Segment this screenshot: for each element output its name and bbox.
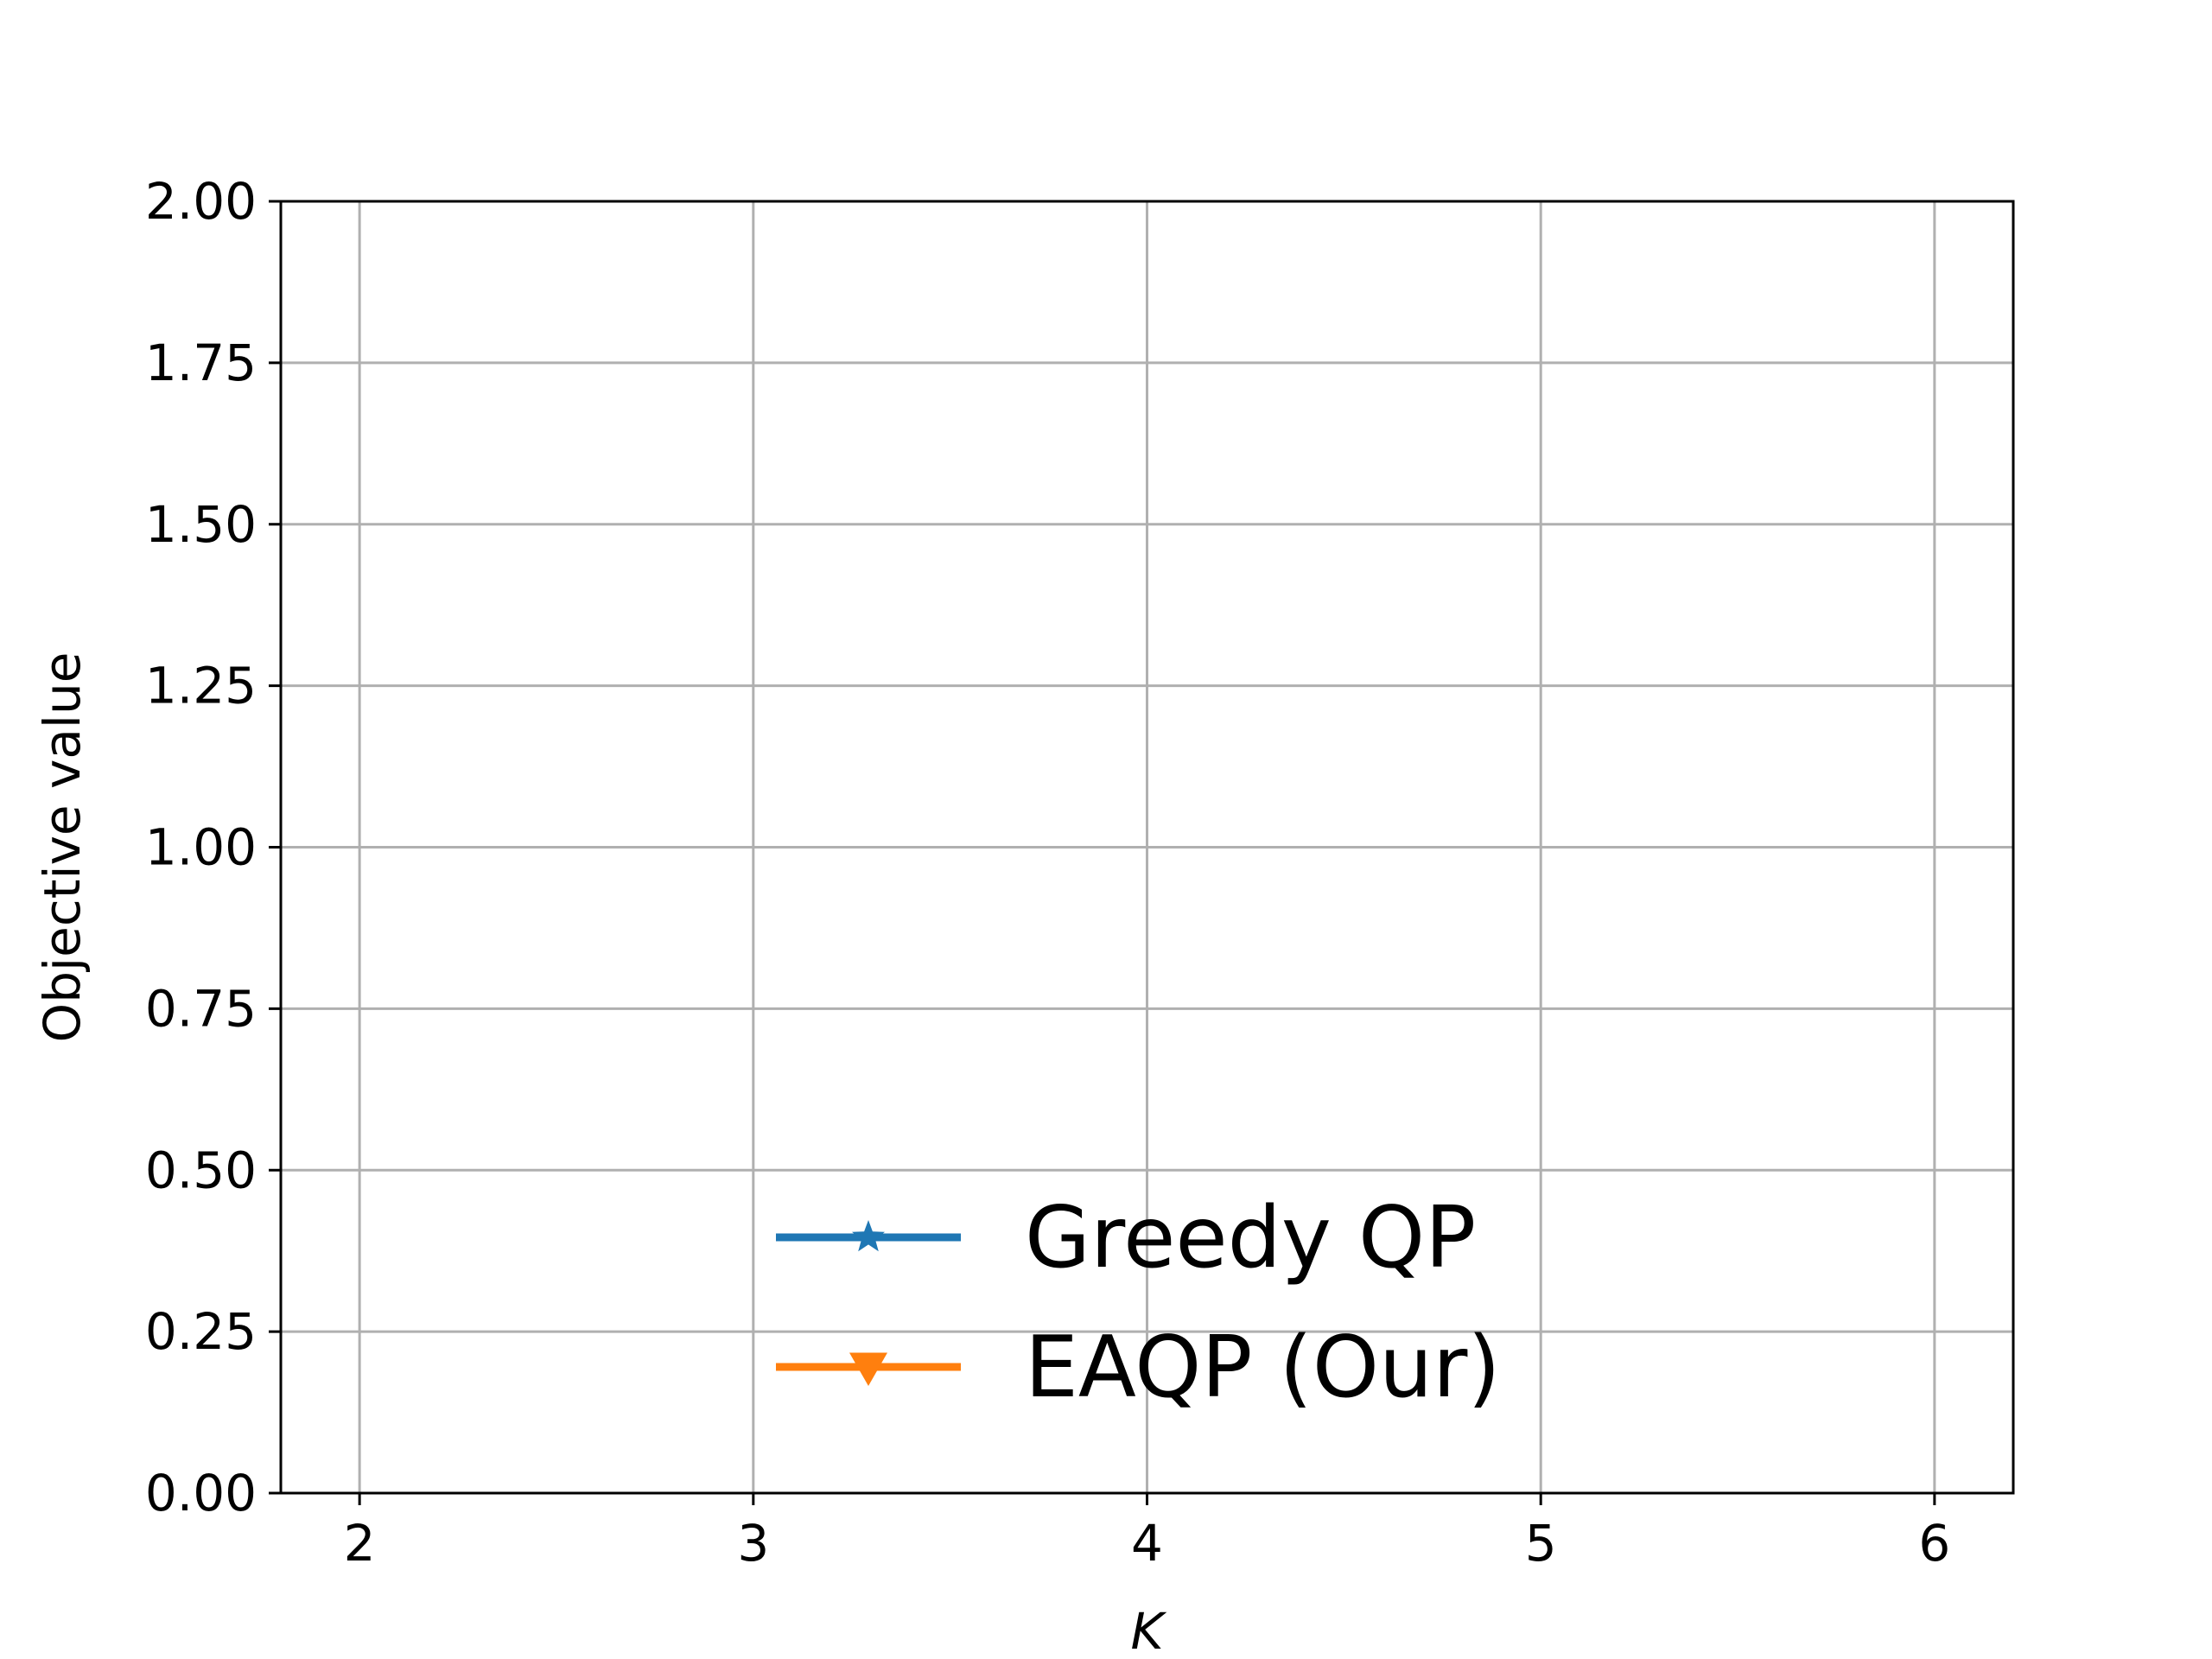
y-tick-label: 0.75 (145, 979, 257, 1038)
y-tick-label: 0.50 (145, 1141, 257, 1199)
x-axis-ticks: 2 3 4 5 6 (344, 1493, 1950, 1573)
legend-marker (852, 1220, 885, 1252)
y-axis-ticks: 0.00 0.25 0.50 0.75 1.00 1.25 1.50 1.75 2.00 (145, 172, 281, 1522)
grid (281, 200, 2013, 1495)
y-tick-label: 1.50 (145, 495, 257, 554)
x-tick-label: 5 (1525, 1514, 1557, 1573)
y-tick-label: 1.75 (145, 334, 257, 392)
legend-item: EAQP (Our) (776, 1319, 1501, 1417)
x-tick-label: 2 (344, 1514, 376, 1573)
legend-marker (849, 1352, 887, 1386)
x-tick-label: 6 (1918, 1514, 1950, 1573)
x-tick-label: 3 (737, 1514, 769, 1573)
y-tick-label: 0.25 (145, 1302, 257, 1361)
x-tick-label: 4 (1131, 1514, 1163, 1573)
y-tick-label: 1.00 (145, 818, 257, 877)
x-axis-label: K (1130, 1602, 1166, 1659)
y-tick-label: 0.00 (145, 1464, 257, 1522)
y-axis-label: Objective value (33, 652, 92, 1043)
legend-item: Greedy QP (776, 1189, 1476, 1287)
legend-label: Greedy QP (1025, 1189, 1476, 1287)
y-tick-label: 1.25 (145, 657, 257, 715)
legend-label: EAQP (Our) (1025, 1319, 1501, 1417)
y-tick-label: 2.00 (145, 172, 257, 231)
legend: Greedy QP EAQP (Our) (776, 1189, 1501, 1417)
